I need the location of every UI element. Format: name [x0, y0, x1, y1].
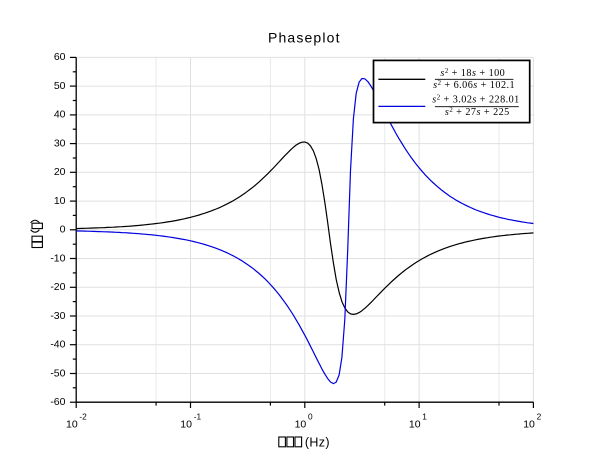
svg-text:60: 60 [54, 51, 66, 63]
svg-text:10: 10 [409, 419, 421, 431]
svg-text:10: 10 [523, 419, 535, 431]
svg-text:(Hz): (Hz) [305, 436, 330, 450]
svg-text:-30: -30 [50, 310, 65, 322]
svg-text:-60: -60 [50, 396, 65, 408]
svg-text:-20: -20 [50, 281, 65, 293]
svg-text:0: 0 [308, 412, 313, 422]
svg-text:-50: -50 [50, 367, 65, 379]
svg-text:10: 10 [180, 419, 192, 431]
svg-text:0: 0 [60, 224, 66, 236]
svg-text:1: 1 [422, 412, 427, 422]
svg-text:10: 10 [66, 419, 78, 431]
svg-text:-1: -1 [194, 412, 202, 422]
svg-text:s2 + 18s + 100: s2 + 18s + 100 [440, 68, 505, 80]
svg-text:2: 2 [537, 412, 542, 422]
svg-text:10: 10 [295, 419, 307, 431]
svg-text:s2 + 6.06s + 102.1: s2 + 6.06s + 102.1 [433, 79, 515, 91]
svg-text:50: 50 [54, 80, 66, 92]
svg-text:-10: -10 [50, 252, 65, 264]
svg-text:Phaseplot: Phaseplot [268, 30, 341, 46]
svg-text:30: 30 [54, 137, 66, 149]
svg-text:s2 + 27s + 225: s2 + 27s + 225 [445, 106, 510, 118]
svg-text:-40: -40 [50, 339, 65, 351]
svg-text:-2: -2 [79, 412, 87, 422]
svg-text:40: 40 [54, 109, 66, 121]
svg-text:20: 20 [54, 166, 66, 178]
svg-text:s2 + 3.02s + 228.01: s2 + 3.02s + 228.01 [432, 94, 519, 106]
svg-text:10: 10 [54, 195, 66, 207]
